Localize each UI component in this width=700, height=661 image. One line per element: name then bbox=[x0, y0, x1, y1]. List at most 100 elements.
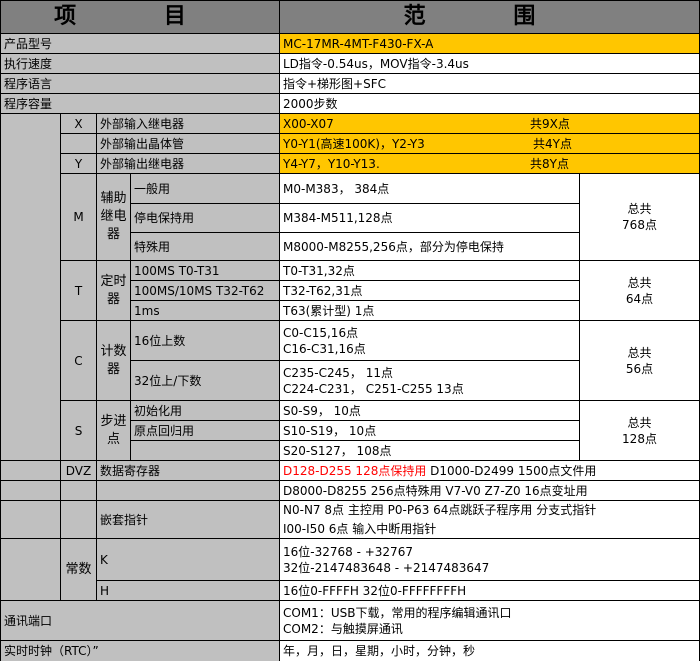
ptr-empty-2 bbox=[61, 501, 97, 539]
c-total: 总共 56点 bbox=[580, 321, 700, 401]
c-label-1: 32位上/下数 bbox=[131, 361, 280, 401]
k-line2: 32位-2147483648 - +2147483647 bbox=[283, 560, 490, 575]
t-code: T bbox=[61, 261, 97, 321]
speed-value: LD指令-0.54us，MOV指令-3.4us bbox=[280, 54, 700, 74]
comm-label: 通讯端口 bbox=[1, 601, 280, 641]
s-total-line1: 总共 bbox=[627, 415, 652, 430]
m-group: 辅助继电器 bbox=[97, 174, 131, 261]
c-group: 计数器 bbox=[97, 321, 131, 401]
s-group: 步进点 bbox=[97, 401, 131, 461]
m-total-line1: 总共 bbox=[627, 202, 652, 216]
m-label-1: 停电保持用 bbox=[131, 204, 280, 233]
speed-label: 执行速度 bbox=[1, 54, 280, 74]
c-value-0-line1: C0-C15,16点 bbox=[283, 325, 359, 340]
k-label: K bbox=[97, 539, 280, 581]
c-value-1-line1: C235-C245， 11点 bbox=[283, 365, 393, 380]
yt-value: Y0-Y1(高速100K)，Y2-Y3 共4Y点 bbox=[280, 134, 700, 154]
t-value-1: T32-T62,31点 bbox=[280, 281, 580, 301]
t-value-0: T0-T31,32点 bbox=[280, 261, 580, 281]
language-label: 程序语言 bbox=[1, 74, 280, 94]
t-total: 总共 64点 bbox=[580, 261, 700, 321]
pointer-line1: N0-N7 8点 主控用 P0-P63 64点跳跃子程序用 分支式指针 bbox=[283, 503, 597, 518]
c-code: C bbox=[61, 321, 97, 401]
d2-empty-2 bbox=[61, 481, 97, 501]
c-label-0: 16位上数 bbox=[131, 321, 280, 361]
x-value: X00-X07 共9X点 bbox=[280, 114, 700, 134]
t-label-0: 100MS T0-T31 bbox=[131, 261, 280, 281]
m-value-2: M8000-M8255,256点，部分为停电保持 bbox=[280, 233, 580, 261]
s-total-line2: 128点 bbox=[622, 431, 657, 446]
yt-total: 共4Y点 bbox=[533, 136, 572, 151]
yt-label: 外部输出晶体管 bbox=[97, 134, 280, 154]
s-code: S bbox=[61, 401, 97, 461]
comm-line1: COM1：USB下载，常用的程序编辑通讯口 bbox=[283, 605, 512, 620]
x-label: 外部输入继电器 bbox=[97, 114, 280, 134]
m-value-1: M384-M511,128点 bbox=[280, 204, 580, 233]
d2-value: D8000-D8255 256点特殊用 V7-V0 Z7-Z0 16点变址用 bbox=[280, 481, 700, 501]
m-label-0: 一般用 bbox=[131, 174, 280, 204]
const-label: 常数 bbox=[61, 539, 97, 601]
m-value-0: M0-M383， 384点 bbox=[280, 174, 580, 204]
y-total: 共8Y点 bbox=[530, 156, 569, 171]
m-total-line2: 768点 bbox=[622, 218, 657, 232]
comm-value: COM1：USB下载，常用的程序编辑通讯口 COM2：与触摸屏通讯 bbox=[280, 601, 700, 641]
rtc-label: 实时时钟（RTC）” bbox=[1, 641, 280, 661]
device-group-cell bbox=[1, 114, 61, 461]
t-total-line2: 64点 bbox=[625, 291, 654, 306]
h-value: 16位0-FFFFH 32位0-FFFFFFFFH bbox=[280, 581, 700, 601]
k-value: 16位-32768 - +32767 32位-2147483648 - +2147… bbox=[280, 539, 700, 581]
d-value: D128-D255 128点保持用 D1000-D2499 1500点文件用 bbox=[280, 461, 700, 481]
s-value-2: S20-S127， 108点 bbox=[280, 441, 580, 461]
d-code: DVZ bbox=[61, 461, 97, 481]
capacity-label: 程序容量 bbox=[1, 94, 280, 114]
s-label-2 bbox=[131, 441, 280, 461]
t-label-2: 1ms bbox=[131, 301, 280, 321]
c-value-0-line2: C16-C31,16点 bbox=[283, 341, 366, 356]
y-range: Y4-Y7，Y10-Y13. bbox=[283, 156, 380, 171]
t-label-1: 100MS/10MS T32-T62 bbox=[131, 281, 280, 301]
c-value-1-line2: C224-C231， C251-C255 13点 bbox=[283, 381, 464, 396]
d-label: 数据寄存器 bbox=[97, 461, 280, 481]
yt-code bbox=[61, 134, 97, 154]
ptr-empty-1 bbox=[1, 501, 61, 539]
y-value: Y4-Y7，Y10-Y13. 共8Y点 bbox=[280, 154, 700, 174]
header-range: 范 围 bbox=[280, 1, 700, 34]
pointer-line2: I00-I50 6点 输入中断用指针 bbox=[283, 521, 437, 536]
s-label-0: 初始化用 bbox=[131, 401, 280, 421]
model-label: 产品型号 bbox=[1, 34, 280, 54]
header-item: 项 目 bbox=[1, 1, 280, 34]
capacity-value: 2000步数 bbox=[280, 94, 700, 114]
t-group: 定时器 bbox=[97, 261, 131, 321]
c-value-1: C235-C245， 11点 C224-C231， C251-C255 13点 bbox=[280, 361, 580, 401]
m-code: M bbox=[61, 174, 97, 261]
pointer-value: N0-N7 8点 主控用 P0-P63 64点跳跃子程序用 分支式指针 I00-I… bbox=[280, 501, 700, 539]
s-label-1: 原点回归用 bbox=[131, 421, 280, 441]
comm-line2: COM2：与触摸屏通讯 bbox=[283, 621, 403, 636]
k-line1: 16位-32768 - +32767 bbox=[283, 544, 413, 559]
y-label: 外部输出继电器 bbox=[97, 154, 280, 174]
d-value-file: D1000-D2499 1500点文件用 bbox=[426, 463, 597, 478]
m-total: 总共 768点 bbox=[580, 174, 700, 261]
s-total: 总共 128点 bbox=[580, 401, 700, 461]
c-value-0: C0-C15,16点 C16-C31,16点 bbox=[280, 321, 580, 361]
d-empty bbox=[1, 461, 61, 481]
s-value-1: S10-S19， 10点 bbox=[280, 421, 580, 441]
c-total-line1: 总共 bbox=[627, 345, 652, 360]
model-value: MC-17MR-4MT-F430-FX-A bbox=[280, 34, 700, 54]
d-value-retentive: D128-D255 128点保持用 bbox=[283, 463, 427, 478]
x-code: X bbox=[61, 114, 97, 134]
rtc-value: 年，月，日，星期，小时，分钟，秒 bbox=[280, 641, 700, 661]
y-code: Y bbox=[61, 154, 97, 174]
x-total: 共9X点 bbox=[530, 116, 570, 131]
d2-empty-1 bbox=[1, 481, 61, 501]
language-value: 指令+梯形图+SFC bbox=[280, 74, 700, 94]
t-value-2: T63(累计型) 1点 bbox=[280, 301, 580, 321]
m-label-2: 特殊用 bbox=[131, 233, 280, 261]
h-label: H bbox=[97, 581, 280, 601]
t-total-line1: 总共 bbox=[627, 275, 652, 290]
const-empty bbox=[1, 539, 61, 601]
yt-range: Y0-Y1(高速100K)，Y2-Y3 bbox=[283, 136, 425, 151]
x-range: X00-X07 bbox=[283, 116, 334, 131]
c-total-line2: 56点 bbox=[625, 361, 654, 376]
